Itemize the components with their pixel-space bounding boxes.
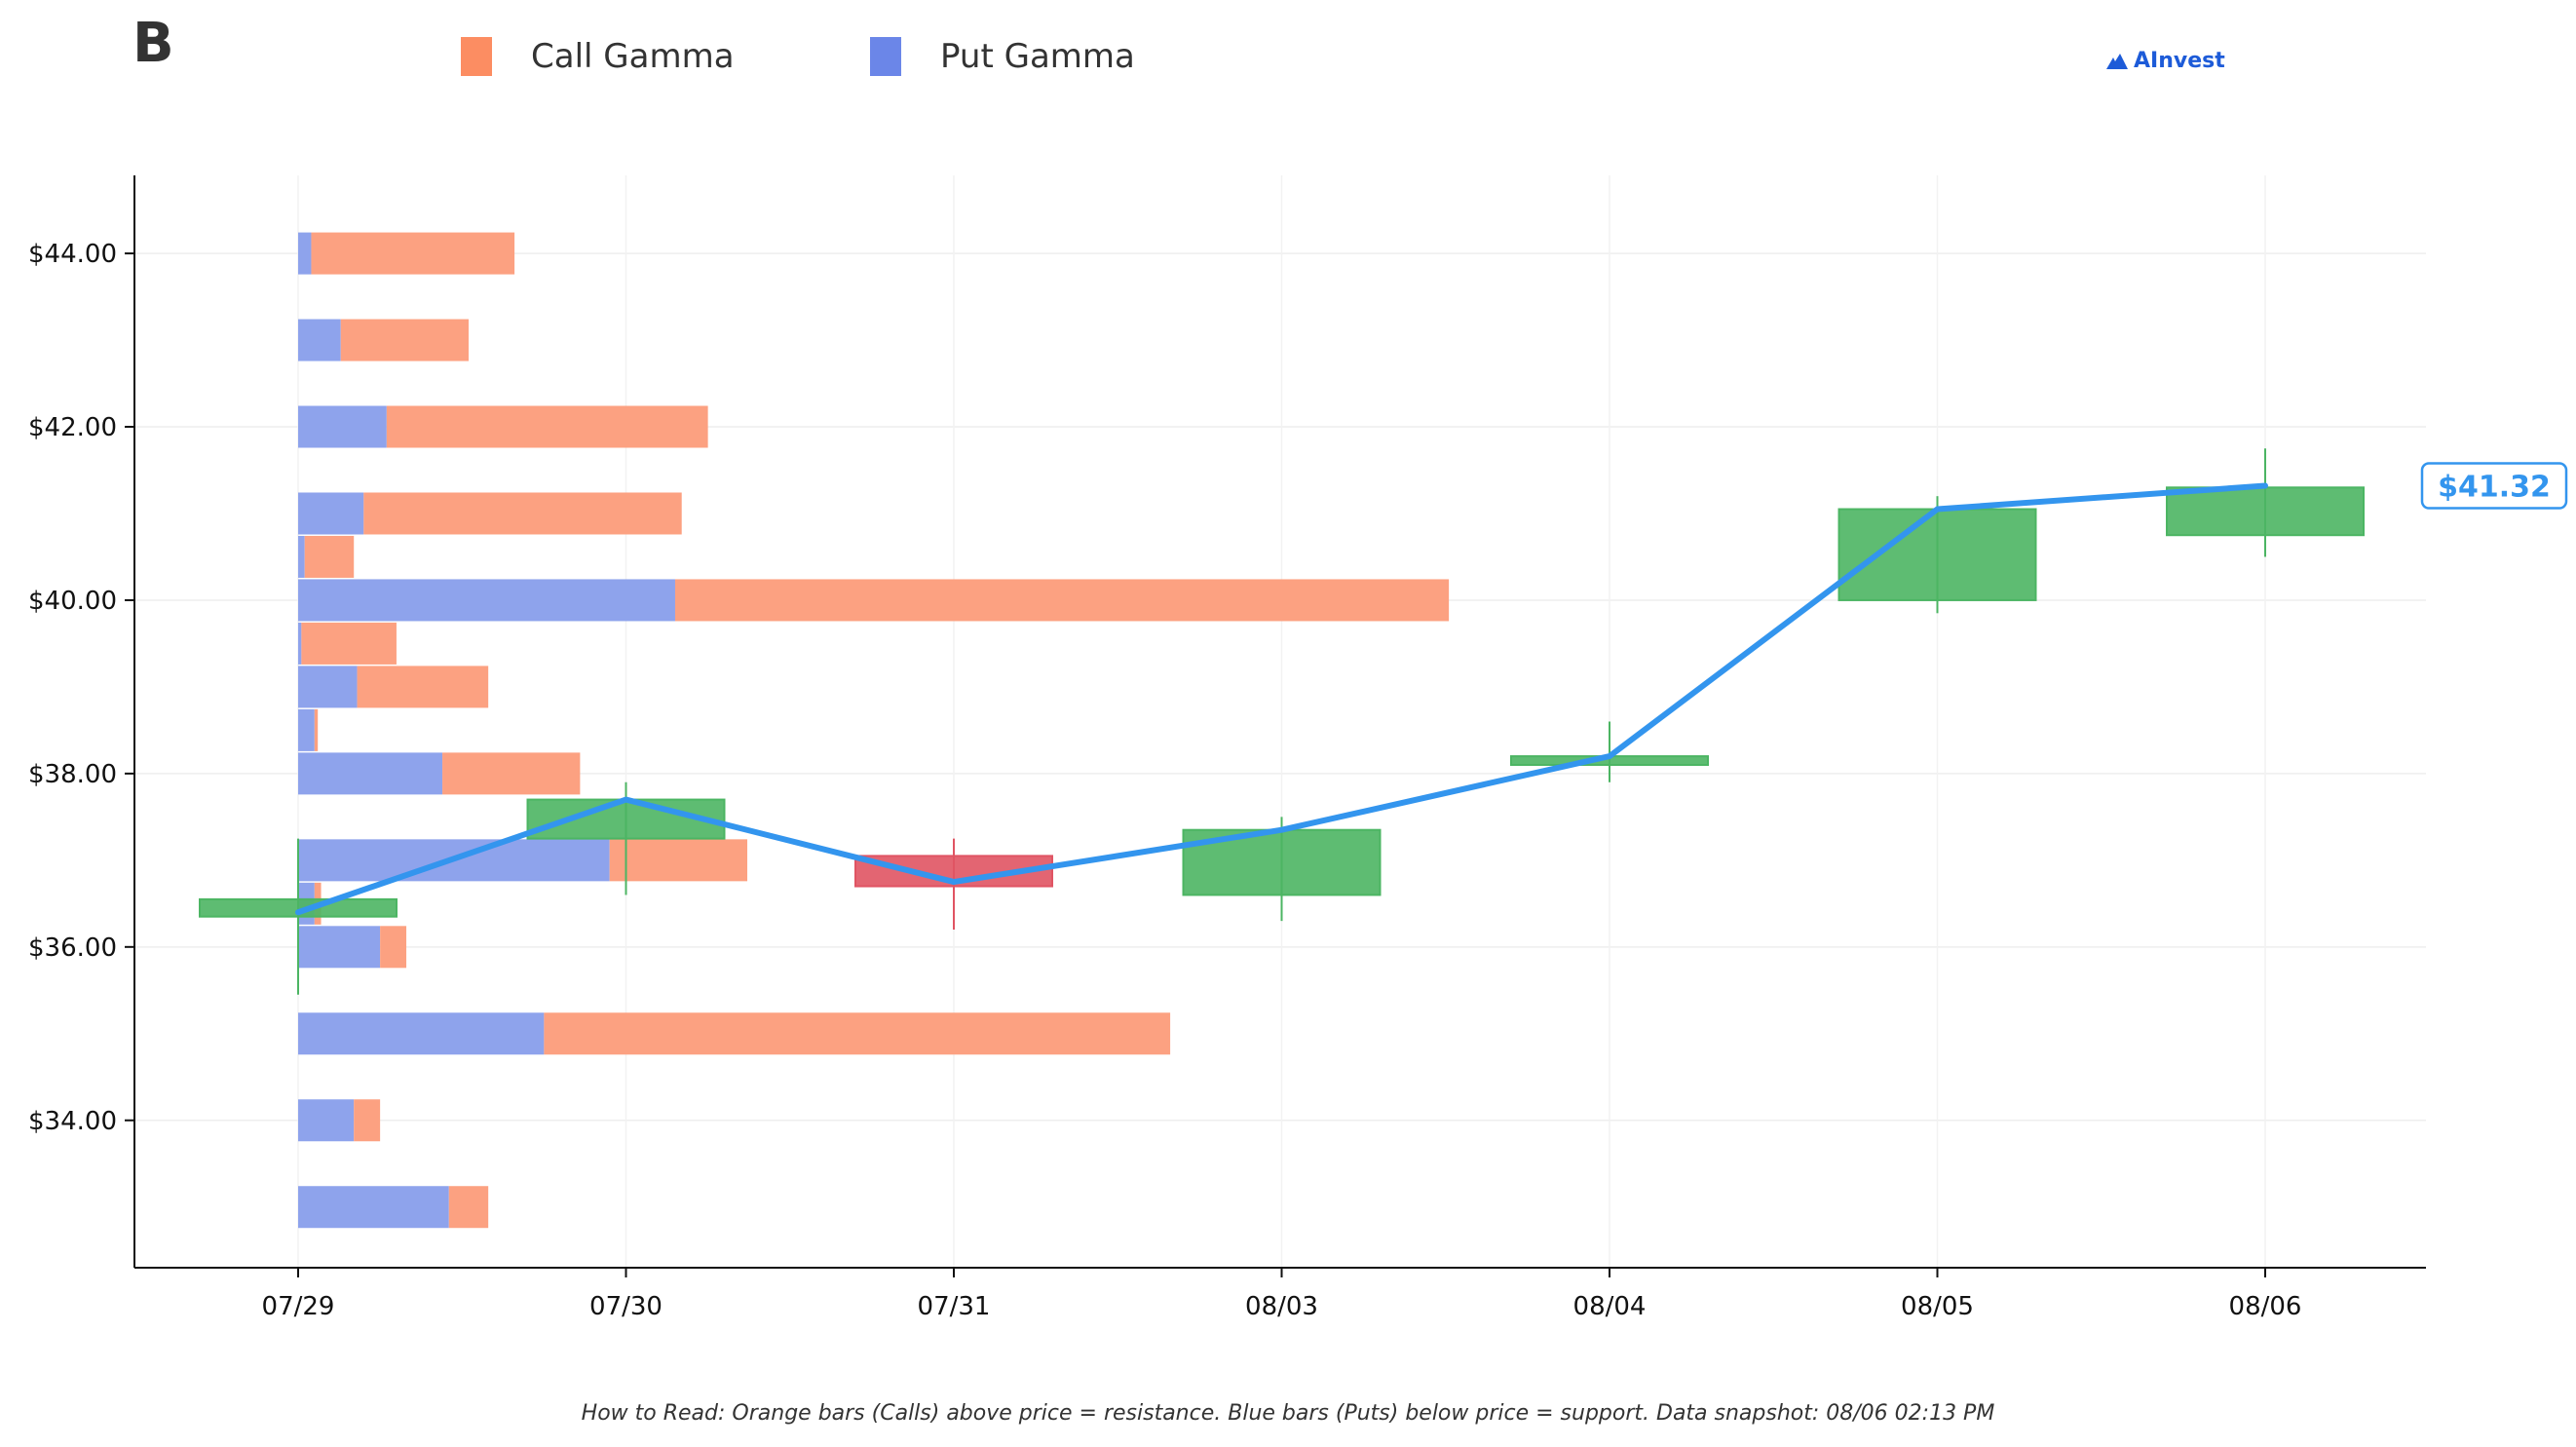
call-gamma-bar-5 <box>609 839 748 882</box>
call-gamma-bar-0 <box>448 1186 489 1229</box>
legend-swatch-call <box>461 37 492 76</box>
chart-canvas: $34.00 $36.00 $38.00 $40.00 $42.00 $44.00 07/2… <box>28 175 2568 1321</box>
x-tick-label-2: 07/31 <box>918 1292 991 1321</box>
panel-label: B <box>133 12 174 75</box>
put-gamma-bar-13 <box>298 405 387 448</box>
legend-swatch-put <box>870 37 901 76</box>
y-tick-label-0: $34.00 <box>28 1107 117 1136</box>
legend-item-put-gamma: Put Gamma <box>870 35 1135 78</box>
put-gamma-bar-0 <box>298 1186 449 1229</box>
x-tick-label-6: 08/06 <box>2229 1292 2302 1321</box>
x-tick-label-5: 08/05 <box>1901 1292 1974 1321</box>
put-gamma-bar-8 <box>298 666 358 708</box>
put-gamma-bar-14 <box>298 319 341 362</box>
x-tick-label-0: 07/29 <box>262 1292 335 1321</box>
call-gamma-bar-10 <box>674 579 1450 622</box>
candle-body-6 <box>2166 486 2365 537</box>
price-candles <box>199 448 2365 995</box>
legend-item-call-gamma: Call Gamma <box>461 35 735 78</box>
price-line-layer <box>295 482 2268 916</box>
put-gamma-bar-1 <box>298 1099 355 1142</box>
call-gamma-bar-8 <box>357 666 489 708</box>
call-gamma-bar-12 <box>363 492 682 535</box>
put-gamma-bar-11 <box>298 535 305 578</box>
footnote: How to Read: Orange bars (Calls) above p… <box>581 1401 1995 1426</box>
put-gamma-bar-6 <box>298 752 443 795</box>
call-gamma-bar-15 <box>311 232 515 275</box>
candle-body-5 <box>1837 508 2037 601</box>
put-gamma-bar-10 <box>298 579 675 622</box>
call-gamma-bar-6 <box>442 752 581 795</box>
y-tick-label-4: $42.00 <box>28 413 117 442</box>
x-tick-label-4: 08/04 <box>1573 1292 1647 1321</box>
gamma-bars <box>298 232 1450 1229</box>
call-gamma-bar-13 <box>386 405 708 448</box>
put-gamma-bar-3 <box>298 926 381 969</box>
x-tick-label-3: 08/03 <box>1245 1292 1318 1321</box>
y-tick-label-2: $38.00 <box>28 760 117 789</box>
call-gamma-bar-2 <box>544 1012 1171 1055</box>
logo-text: AInvest <box>2134 49 2225 73</box>
call-gamma-bar-1 <box>354 1099 381 1142</box>
call-gamma-bar-7 <box>314 708 319 751</box>
call-gamma-bar-14 <box>340 319 469 362</box>
call-gamma-bar-9 <box>301 622 397 665</box>
candle-body-0 <box>199 897 398 918</box>
legend-label-call: Call Gamma <box>531 37 735 76</box>
price-line <box>295 482 2268 916</box>
y-tick-label-3: $40.00 <box>28 587 117 616</box>
legend-label-put: Put Gamma <box>940 37 1135 76</box>
current-price-label-layer: $41.32 <box>2420 462 2568 510</box>
put-gamma-bar-12 <box>298 492 364 535</box>
y-tick-label-5: $44.00 <box>28 240 117 269</box>
current-price-box <box>2420 462 2568 510</box>
axes: $34.00 $36.00 $38.00 $40.00 $42.00 $44.00 07/2… <box>28 175 2426 1321</box>
put-gamma-bar-2 <box>298 1012 545 1055</box>
call-gamma-bar-11 <box>304 535 355 578</box>
ainvest-logo: AInvest <box>2104 49 2225 73</box>
put-gamma-bar-9 <box>298 622 302 665</box>
call-gamma-bar-3 <box>380 926 407 969</box>
put-gamma-bar-15 <box>298 232 312 275</box>
y-tick-label-1: $36.00 <box>28 933 117 963</box>
current-price-label: $41.32 <box>2438 471 2551 505</box>
x-tick-label-1: 07/30 <box>589 1292 663 1321</box>
put-gamma-bar-7 <box>298 708 315 751</box>
grid-lines <box>134 175 2426 1268</box>
logo-icon <box>2106 53 2128 69</box>
